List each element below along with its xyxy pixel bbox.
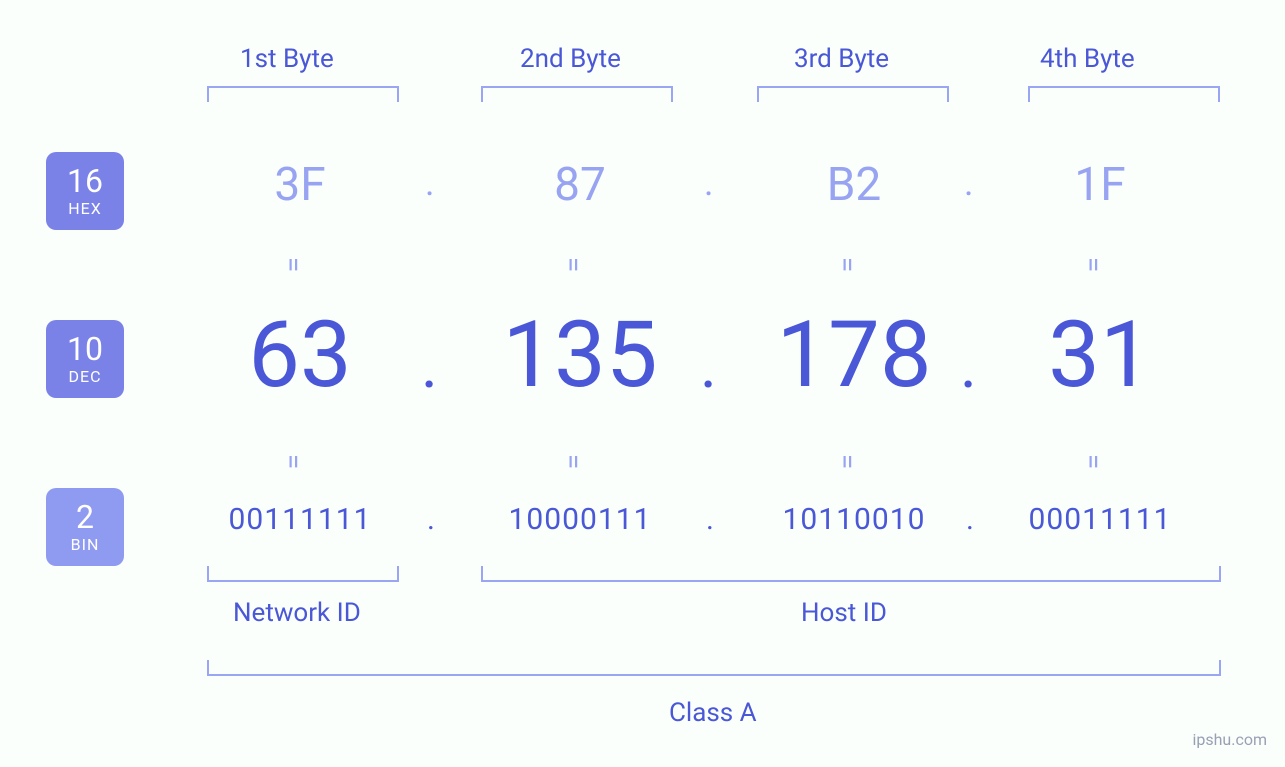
dec-byte-4: 31: [990, 310, 1210, 402]
hex-dot-1: .: [425, 162, 435, 204]
bin-byte-3: 10110010: [754, 502, 954, 537]
hex-byte-3: B2: [794, 158, 914, 212]
badge-hex-lbl: HEX: [68, 199, 102, 218]
label-host-id: Host ID: [801, 598, 887, 628]
badge-hex: 16 HEX: [46, 152, 124, 230]
eq-hex-dec-3: =: [831, 257, 864, 272]
watermark: ipshu.com: [1192, 730, 1267, 749]
eq-hex-dec-1: =: [277, 257, 310, 272]
hex-byte-4: 1F: [1040, 158, 1160, 212]
dec-dot-1: .: [421, 328, 438, 403]
hex-dot-2: .: [704, 162, 714, 204]
bin-byte-4: 00011111: [1000, 502, 1200, 537]
bracket-network-id: [207, 566, 399, 582]
byte-label-4: 4th Byte: [1040, 44, 1135, 74]
bin-dot-1: .: [427, 502, 435, 537]
dec-byte-1: 63: [190, 310, 410, 402]
byte-label-2: 2nd Byte: [520, 44, 621, 74]
bracket-class: [207, 660, 1221, 676]
hex-dot-3: .: [964, 162, 974, 204]
top-bracket-1: [207, 86, 399, 102]
top-bracket-2: [481, 86, 673, 102]
dec-dot-3: .: [960, 328, 977, 403]
eq-hex-dec-4: =: [1077, 257, 1110, 272]
eq-dec-bin-3: =: [831, 454, 864, 469]
badge-bin-lbl: BIN: [71, 535, 100, 554]
eq-hex-dec-2: =: [557, 257, 590, 272]
bin-byte-2: 10000111: [480, 502, 680, 537]
top-bracket-3: [757, 86, 949, 102]
top-bracket-4: [1028, 86, 1220, 102]
eq-dec-bin-4: =: [1077, 454, 1110, 469]
badge-dec-lbl: DEC: [68, 367, 101, 386]
hex-byte-1: 3F: [240, 158, 360, 212]
badge-hex-num: 16: [67, 165, 103, 197]
byte-label-3: 3rd Byte: [794, 44, 889, 74]
dec-byte-3: 178: [744, 310, 964, 402]
label-class: Class A: [669, 698, 757, 728]
bin-dot-2: .: [706, 502, 714, 537]
bin-byte-1: 00111111: [200, 502, 400, 537]
hex-byte-2: 87: [520, 158, 640, 212]
bin-dot-3: .: [966, 502, 974, 537]
bracket-host-id: [481, 566, 1221, 582]
badge-dec-num: 10: [67, 333, 103, 365]
label-network-id: Network ID: [233, 598, 361, 628]
badge-bin: 2 BIN: [46, 488, 124, 566]
badge-dec: 10 DEC: [46, 320, 124, 398]
byte-label-1: 1st Byte: [240, 44, 334, 74]
dec-byte-2: 135: [470, 310, 690, 402]
eq-dec-bin-1: =: [277, 454, 310, 469]
dec-dot-2: .: [700, 328, 717, 403]
badge-bin-num: 2: [76, 501, 94, 533]
diagram-root: 16 HEX 10 DEC 2 BIN 1st Byte 2nd Byte 3r…: [0, 0, 1285, 767]
eq-dec-bin-2: =: [557, 454, 590, 469]
